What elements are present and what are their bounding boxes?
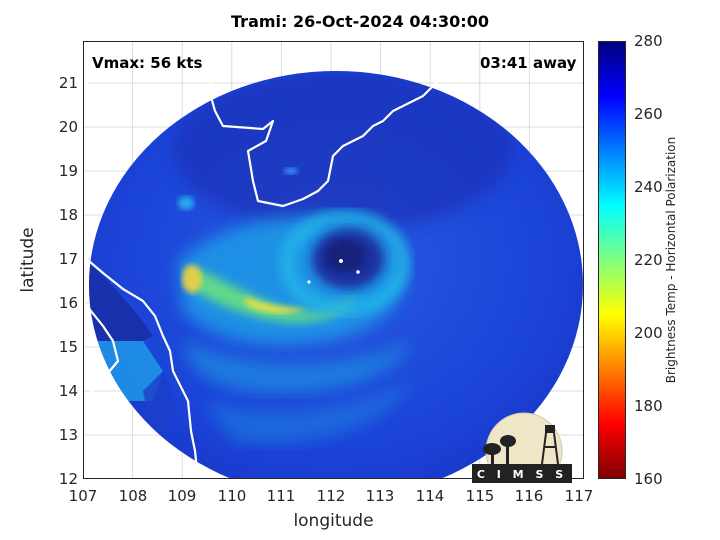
y-tick-label: 19 <box>58 162 78 180</box>
y-tick-label: 15 <box>58 338 78 356</box>
x-tick-label: 107 <box>68 487 98 505</box>
colorbar-tick-label: 260 <box>634 105 663 123</box>
colorbar-tick-label: 280 <box>634 32 663 50</box>
y-tick-label: 16 <box>58 294 78 312</box>
colorbar-tick-label: 240 <box>634 178 663 196</box>
x-tick-label: 116 <box>514 487 544 505</box>
y-tick-label: 14 <box>58 382 78 400</box>
colorbar-tick-label: 220 <box>634 251 663 269</box>
brightness-temperature-map <box>83 41 584 479</box>
time-away-label: 03:41 away <box>480 54 577 72</box>
x-tick-label: 111 <box>266 487 296 505</box>
svg-text:C I M S S: C I M S S <box>477 468 567 481</box>
x-tick-label: 109 <box>167 487 197 505</box>
x-tick-label: 112 <box>316 487 346 505</box>
y-axis-label: latitude <box>18 227 38 293</box>
y-tick-label: 12 <box>58 470 78 488</box>
colorbar <box>598 41 626 479</box>
x-tick-label: 110 <box>217 487 247 505</box>
swath-field <box>89 71 583 479</box>
cimss-logo: C I M S S <box>472 411 572 490</box>
y-tick-label: 13 <box>58 426 78 444</box>
vmax-label: Vmax: 56 kts <box>92 54 203 72</box>
colorbar-tick-label: 160 <box>634 470 663 488</box>
x-tick-label: 108 <box>118 487 148 505</box>
x-tick-label: 113 <box>365 487 395 505</box>
x-tick-label: 117 <box>564 487 594 505</box>
x-axis-label: longitude <box>293 511 374 531</box>
storm-center-markers <box>307 259 360 284</box>
x-tick-label: 114 <box>415 487 445 505</box>
y-tick-label: 18 <box>58 206 78 224</box>
microwave-map-area <box>83 41 584 479</box>
map-title: Trami: 26-Oct-2024 04:30:00 <box>231 12 489 31</box>
colorbar-tick-label: 200 <box>634 324 663 342</box>
y-tick-label: 21 <box>58 74 78 92</box>
colorbar-label: Brightness Temp - Horizontal Polarizatio… <box>664 136 678 384</box>
coastlines <box>83 41 479 479</box>
y-tick-label: 20 <box>58 118 78 136</box>
colorbar-tick-label: 180 <box>634 397 663 415</box>
x-tick-label: 115 <box>465 487 495 505</box>
y-tick-label: 17 <box>58 250 78 268</box>
